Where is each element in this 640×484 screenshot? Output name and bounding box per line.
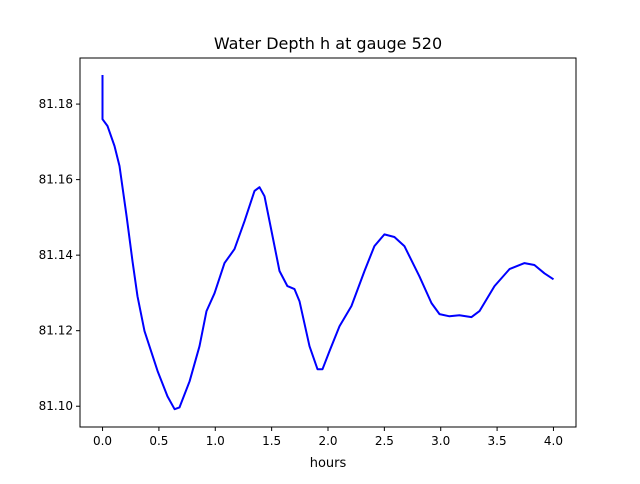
y-tick-label: 81.10 [39, 399, 73, 413]
x-tick-label: 0.0 [93, 434, 112, 448]
x-tick-label: 3.5 [488, 434, 507, 448]
chart-title: Water Depth h at gauge 520 [214, 34, 442, 53]
plot-area [101, 75, 555, 411]
x-axis-label: hours [310, 456, 347, 471]
axes-frame [79, 57, 577, 428]
x-tick-label: 1.0 [206, 434, 225, 448]
y-tick-label: 81.18 [39, 97, 73, 111]
y-tick-label: 81.14 [39, 248, 73, 262]
x-axis: 0.0 0.5 1.0 1.5 2.0 2.5 3.0 3.5 4.0 [93, 427, 563, 448]
x-tick-label: 0.5 [149, 434, 168, 448]
x-tick-label: 4.0 [544, 434, 563, 448]
x-tick-label: 1.5 [262, 434, 281, 448]
y-tick-label: 81.12 [39, 324, 73, 338]
series-line-h [101, 75, 555, 411]
y-axis: 81.10 81.12 81.14 81.16 81.18 [39, 97, 80, 413]
x-tick-label: 3.0 [431, 434, 450, 448]
x-tick-label: 2.0 [318, 434, 337, 448]
y-tick-label: 81.16 [39, 173, 73, 187]
x-tick-label: 2.5 [375, 434, 394, 448]
